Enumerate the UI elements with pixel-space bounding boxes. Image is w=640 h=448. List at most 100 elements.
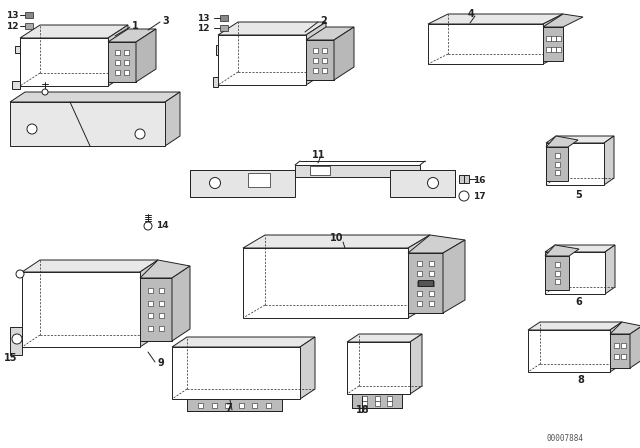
Polygon shape [266,402,271,408]
Polygon shape [124,60,129,65]
Text: 9: 9 [157,358,164,368]
Polygon shape [410,334,422,394]
Text: 3: 3 [162,16,169,26]
Polygon shape [528,330,610,372]
Text: 1: 1 [132,21,139,31]
Polygon shape [610,322,622,372]
Polygon shape [124,49,129,55]
Polygon shape [554,279,559,284]
Text: 6: 6 [575,297,582,307]
Polygon shape [610,334,630,368]
Polygon shape [374,396,380,401]
Polygon shape [218,35,306,85]
Polygon shape [417,271,422,276]
Circle shape [16,270,24,278]
Polygon shape [554,161,559,167]
Polygon shape [22,260,158,272]
Polygon shape [172,347,300,399]
Polygon shape [443,240,465,313]
Polygon shape [390,170,455,197]
Polygon shape [554,262,559,267]
Polygon shape [428,14,563,24]
Polygon shape [115,69,120,74]
Polygon shape [15,46,20,53]
Polygon shape [546,136,614,143]
Polygon shape [313,57,318,63]
Polygon shape [243,248,408,318]
Text: 18: 18 [356,405,370,415]
Polygon shape [22,272,140,347]
Polygon shape [362,401,367,406]
Text: 5: 5 [575,190,582,200]
Polygon shape [429,290,434,296]
Polygon shape [159,326,164,331]
Polygon shape [140,260,190,278]
Text: 13: 13 [6,10,19,20]
Polygon shape [159,288,164,293]
Polygon shape [352,394,402,408]
Polygon shape [239,402,244,408]
Polygon shape [10,92,180,102]
Text: 11: 11 [312,150,326,160]
Polygon shape [417,301,422,306]
Polygon shape [20,25,128,38]
Text: 8: 8 [577,375,584,385]
Polygon shape [220,15,228,21]
Polygon shape [614,343,619,348]
Polygon shape [310,166,330,175]
Circle shape [144,222,152,230]
Polygon shape [108,25,128,86]
Polygon shape [306,40,334,80]
Circle shape [42,89,48,95]
Polygon shape [429,280,434,285]
Polygon shape [218,22,326,35]
Polygon shape [621,343,626,348]
Polygon shape [165,92,180,146]
Polygon shape [12,81,20,89]
Polygon shape [220,25,228,31]
Polygon shape [417,260,422,266]
Circle shape [12,334,22,344]
Text: 10: 10 [330,233,344,243]
Polygon shape [306,22,326,85]
Polygon shape [295,165,420,177]
Polygon shape [545,245,579,256]
Polygon shape [550,36,556,41]
Polygon shape [543,14,583,27]
Text: 12: 12 [6,22,19,30]
Polygon shape [25,23,33,29]
Polygon shape [10,327,22,355]
Polygon shape [543,27,563,61]
Circle shape [209,177,221,189]
Polygon shape [546,143,604,185]
Polygon shape [20,38,108,86]
Polygon shape [148,326,153,331]
Text: 7: 7 [225,403,232,413]
Polygon shape [556,47,561,52]
Polygon shape [322,57,327,63]
Polygon shape [429,301,434,306]
Polygon shape [115,60,120,65]
Polygon shape [610,322,640,334]
Polygon shape [198,402,203,408]
Polygon shape [630,326,640,368]
Polygon shape [212,402,217,408]
Polygon shape [148,301,153,306]
Text: 14: 14 [156,220,168,229]
Polygon shape [543,14,563,64]
Polygon shape [554,153,559,158]
Polygon shape [347,334,422,342]
Polygon shape [10,102,165,146]
Polygon shape [115,49,120,55]
Text: 00007884: 00007884 [547,434,584,443]
Polygon shape [300,337,315,399]
Polygon shape [313,68,318,73]
Polygon shape [459,175,469,183]
Polygon shape [248,173,270,187]
Polygon shape [408,235,430,318]
Polygon shape [322,47,327,52]
Polygon shape [429,260,434,266]
Polygon shape [614,354,619,359]
Polygon shape [556,36,561,41]
Polygon shape [190,170,295,197]
